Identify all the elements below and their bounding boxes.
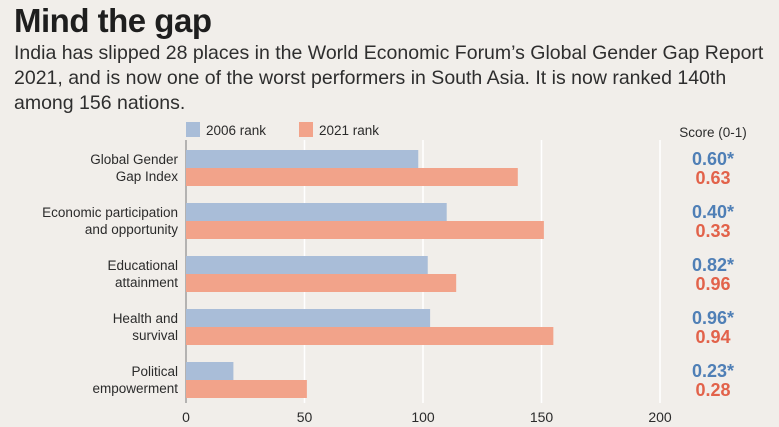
- category-label-0-line1: Gap Index: [116, 169, 179, 184]
- legend-label-2021: 2021 rank: [319, 123, 379, 138]
- bar-2006-3: [186, 309, 431, 327]
- legend-swatch-2006: [186, 122, 200, 137]
- score-2006-3: 0.96*: [692, 308, 734, 328]
- bar-2021-3: [186, 327, 554, 345]
- bar-2006-4: [186, 362, 234, 380]
- x-tick-label: 200: [648, 409, 672, 425]
- category-label-2-line0: Educational: [107, 258, 178, 273]
- category-labels: Global Gender Gap Index Economic participa…: [42, 152, 178, 396]
- score-2006-0: 0.60*: [692, 149, 734, 169]
- category-label-3-line0: Health and: [113, 311, 178, 326]
- category-label-4-line0: Political: [131, 364, 178, 379]
- x-tick-label: 150: [530, 409, 554, 425]
- score-2006-4: 0.23*: [692, 361, 734, 381]
- legend: 2006 rank 2021 rank: [186, 122, 379, 138]
- legend-label-2006: 2006 rank: [206, 123, 266, 138]
- score-2021-0: 0.63: [695, 168, 730, 188]
- bar-2021-2: [186, 274, 457, 292]
- category-label-2-line1: attainment: [115, 275, 178, 290]
- score-header: Score (0-1): [679, 125, 747, 140]
- category-label-1-line0: Economic participation: [42, 205, 178, 220]
- x-tick-label: 50: [297, 409, 313, 425]
- bars: [186, 150, 554, 398]
- score-2021-3: 0.94: [695, 327, 730, 347]
- category-label-0-line0: Global Gender: [90, 152, 178, 167]
- score-2021-2: 0.96: [695, 274, 730, 294]
- bar-2006-0: [186, 150, 419, 168]
- score-2021-1: 0.33: [695, 221, 730, 241]
- legend-swatch-2021: [299, 122, 313, 137]
- chart-subtitle: India has slipped 28 places in the World…: [14, 42, 764, 114]
- category-label-3-line1: survival: [132, 328, 178, 343]
- chart-title: Mind the gap: [14, 2, 212, 39]
- score-2006-1: 0.40*: [692, 202, 734, 222]
- x-axis-ticks: 0 50 100 150 200: [182, 409, 672, 425]
- bar-2021-0: [186, 168, 518, 186]
- bar-2006-1: [186, 203, 447, 221]
- bar-2021-1: [186, 221, 544, 239]
- x-tick-label: 100: [411, 409, 435, 425]
- x-tick-label: 0: [182, 409, 190, 425]
- bar-2006-2: [186, 256, 428, 274]
- category-label-4-line1: empowerment: [92, 381, 178, 396]
- category-label-1-line1: and opportunity: [85, 222, 178, 237]
- score-column: Score (0-1) 0.60*0.63 0.40*0.33 0.82*0.96 0.…: [679, 125, 747, 400]
- bar-2021-4: [186, 380, 307, 398]
- score-2021-4: 0.28: [695, 380, 730, 400]
- score-2006-2: 0.82*: [692, 255, 734, 275]
